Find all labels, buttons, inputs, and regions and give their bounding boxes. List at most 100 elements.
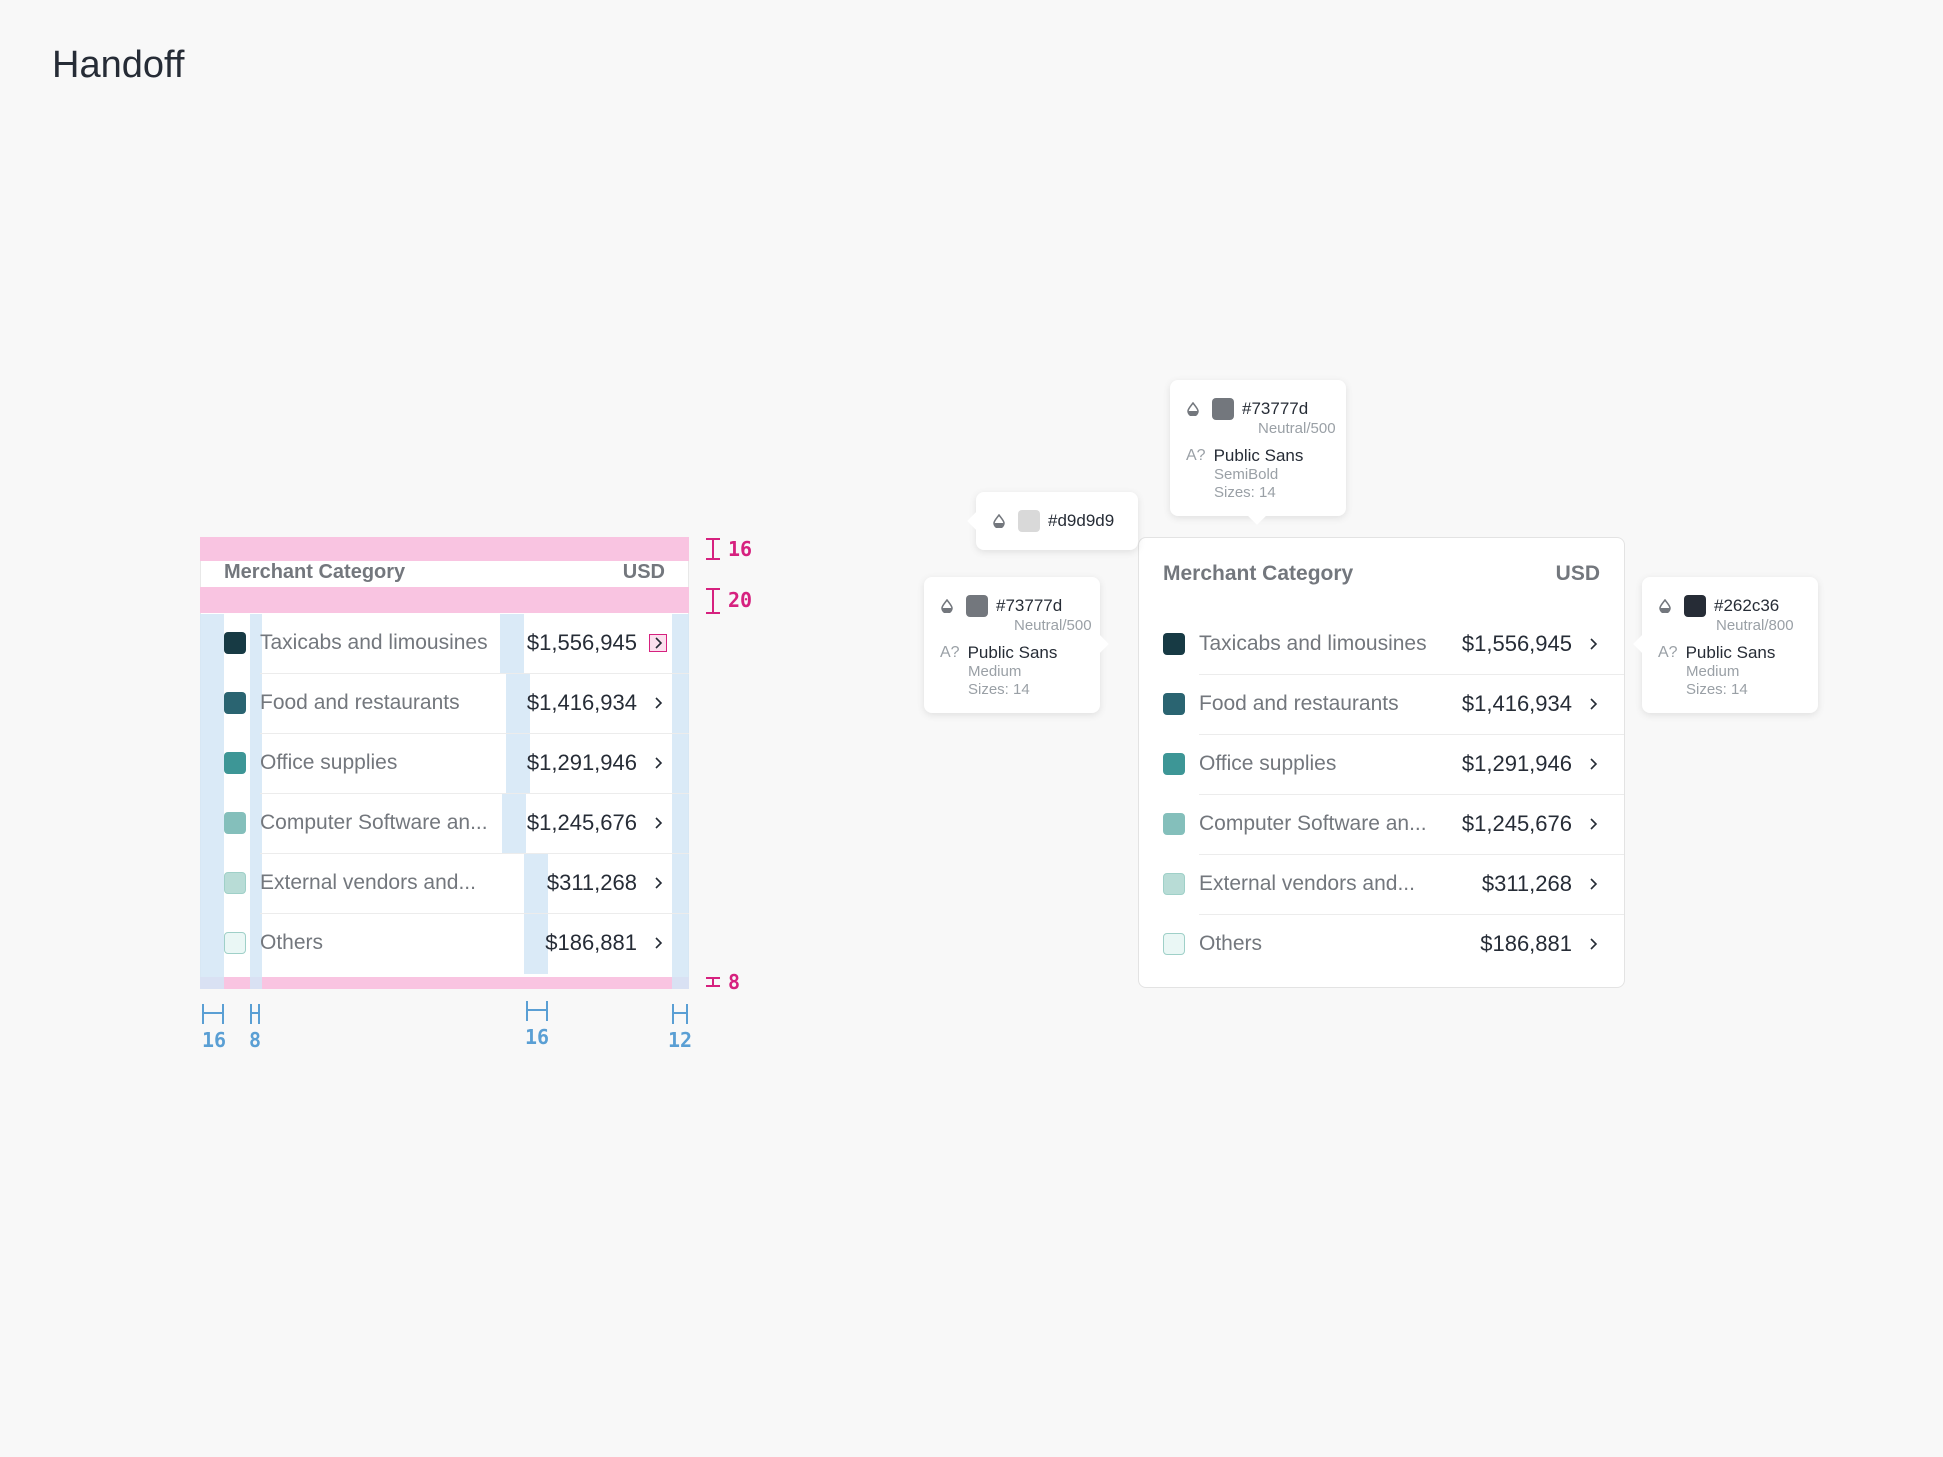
table-row[interactable]: Taxicabs and limousines $1,556,945 — [200, 613, 689, 673]
table-row[interactable]: Office supplies $1,291,946 — [1139, 734, 1624, 794]
row-value: $1,416,934 — [1461, 691, 1572, 716]
row-divider — [260, 853, 689, 854]
chevron-right-icon[interactable] — [1584, 815, 1602, 833]
padding-top-band — [200, 537, 689, 561]
gap-col-value-1 — [500, 614, 524, 674]
category-swatch — [1163, 813, 1185, 835]
row-label: Others — [1199, 932, 1263, 955]
table-row[interactable]: External vendors and... $311,268 — [1139, 854, 1624, 914]
chevron-right-icon[interactable] — [1584, 935, 1602, 953]
color-hex: #73777d — [1242, 399, 1309, 418]
row-divider — [260, 733, 689, 734]
row-value: $1,245,676 — [1461, 811, 1572, 836]
font-weight: Medium — [968, 663, 1022, 680]
table-row[interactable]: Computer Software an... $1,245,676 — [200, 793, 689, 853]
color-drop-icon — [993, 514, 1005, 528]
color-drop-icon — [1659, 599, 1671, 613]
row-label: Food and restaurants — [1199, 692, 1399, 715]
redline-top-label: 16 — [728, 537, 753, 561]
chevron-right-icon[interactable] — [649, 694, 667, 712]
font-icon: A? — [1186, 447, 1206, 464]
font-sizes: Sizes: 14 — [1686, 681, 1748, 698]
row-divider — [260, 793, 689, 794]
category-swatch — [1163, 693, 1185, 715]
row-label: Office supplies — [1199, 752, 1337, 775]
row-value: $311,268 — [546, 870, 637, 895]
color-token: Neutral/500 — [1258, 420, 1336, 437]
redline-bracket — [706, 538, 720, 560]
chevron-right-icon[interactable] — [1584, 695, 1602, 713]
chevron-right-icon[interactable] — [1584, 635, 1602, 653]
row-label: Taxicabs and limousines — [1199, 632, 1427, 655]
chevron-right-icon[interactable] — [1584, 875, 1602, 893]
color-hex: #262c36 — [1714, 596, 1780, 615]
redline-bracket — [706, 588, 720, 614]
color-hex: #d9d9d9 — [1048, 511, 1115, 530]
redline-bracket — [672, 1004, 688, 1024]
color-chip — [1212, 398, 1234, 420]
color-token: Neutral/800 — [1716, 617, 1794, 634]
row-label: Others — [260, 931, 324, 954]
row-label: Food and restaurants — [260, 691, 460, 714]
color-hex: #73777d — [996, 596, 1063, 615]
redline-left-pad-label: 16 — [202, 1028, 227, 1052]
color-chip — [1018, 510, 1040, 532]
gap-col-value-2 — [506, 674, 530, 794]
row-label: Computer Software an... — [260, 811, 488, 834]
redline-right-pad-label: 12 — [668, 1028, 693, 1052]
chevron-right-icon[interactable] — [649, 874, 667, 892]
row-value: $186,881 — [545, 930, 637, 955]
page-title: Handoff — [52, 44, 185, 86]
category-swatch — [1163, 933, 1185, 955]
row-label: External vendors and... — [1199, 872, 1415, 895]
row-value: $1,556,945 — [526, 630, 637, 655]
tooltip-border-color: #d9d9d9 — [967, 492, 1138, 550]
gap-col-right — [672, 614, 689, 989]
table-row[interactable]: Others $186,881 — [1139, 914, 1624, 974]
row-divider — [1199, 854, 1624, 855]
tooltip-value-text: #262c36 Neutral/800 A? Public Sans Mediu… — [1633, 577, 1818, 713]
font-name: Public Sans — [1685, 643, 1776, 662]
gap-col-swatch — [250, 614, 262, 989]
category-swatch — [224, 632, 246, 654]
redline-spec: Merchant Category USD Taxicabs and limou… — [200, 537, 689, 989]
table-row[interactable]: Office supplies $1,291,946 — [200, 733, 689, 793]
row-divider — [260, 673, 689, 674]
color-drop-icon — [1187, 402, 1199, 416]
redline-value-gap-label: 16 — [525, 1025, 550, 1049]
table-row[interactable]: Computer Software an... $1,245,676 — [1139, 794, 1624, 854]
category-swatch — [224, 692, 246, 714]
padding-bottom-band — [200, 977, 689, 989]
row-label: Taxicabs and limousines — [260, 631, 488, 654]
row-divider — [260, 913, 689, 914]
chevron-right-icon[interactable] — [649, 934, 667, 952]
chevron-right-icon[interactable] — [1584, 755, 1602, 773]
merchant-category-card: Merchant Category USD Taxicabs and limou… — [1138, 537, 1625, 988]
chevron-right-icon[interactable] — [649, 634, 667, 652]
header-currency: USD — [1555, 562, 1600, 585]
font-weight: Medium — [1686, 663, 1740, 680]
header-category: Merchant Category — [224, 561, 406, 583]
table-row[interactable]: Food and restaurants $1,416,934 — [1139, 674, 1624, 734]
padding-header-band — [200, 587, 689, 613]
row-divider — [1199, 734, 1624, 735]
header-currency: USD — [622, 561, 665, 583]
category-swatch — [224, 812, 246, 834]
redline-bottom-label: 8 — [728, 970, 741, 994]
row-divider — [1199, 914, 1624, 915]
row-value: $311,268 — [1481, 871, 1572, 896]
color-chip — [966, 595, 988, 617]
chevron-right-icon[interactable] — [649, 754, 667, 772]
redline-bracket — [202, 1004, 224, 1024]
chevron-right-icon[interactable] — [649, 814, 667, 832]
redline-bracket — [526, 1001, 548, 1021]
category-swatch — [224, 872, 246, 894]
row-value: $1,291,946 — [526, 750, 637, 775]
table-row[interactable]: External vendors and... $311,268 — [200, 853, 689, 913]
redline-swatch-gap-label: 8 — [249, 1028, 262, 1052]
table-row[interactable]: Others $186,881 — [200, 913, 689, 973]
row-value: $1,556,945 — [1461, 631, 1572, 656]
row-divider — [1199, 674, 1624, 675]
table-row[interactable]: Taxicabs and limousines $1,556,945 — [1139, 614, 1624, 674]
table-row[interactable]: Food and restaurants $1,416,934 — [200, 673, 689, 733]
